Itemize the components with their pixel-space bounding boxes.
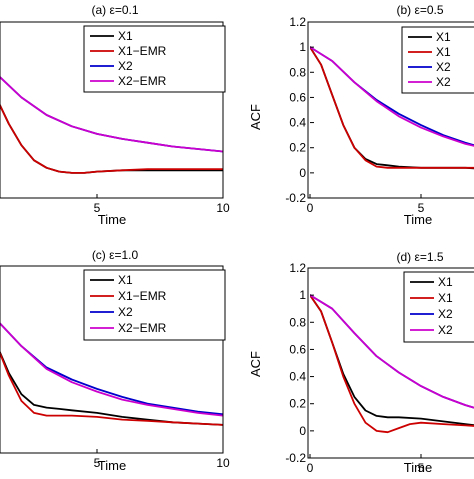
legend-label: X1−EMR <box>118 289 167 303</box>
x-tick-label: 5 <box>94 456 101 470</box>
x-ticks: 5 10 <box>94 449 230 470</box>
x-tick-label: 0 <box>307 201 314 215</box>
y-tick-label: 0.2 <box>289 397 306 411</box>
series-line-x2-emr <box>0 322 223 417</box>
y-tick-label: 0.2 <box>289 141 306 155</box>
y-tick-label: 0.6 <box>289 342 306 356</box>
y-tick-label: 1.2 <box>289 15 306 29</box>
x-axis-label: Time <box>98 212 126 227</box>
x-axis-label: Time <box>404 460 432 474</box>
y-tick-label: 0 <box>299 424 306 438</box>
x-tick-label: 10 <box>216 201 230 215</box>
legend-label: X1−EMR <box>118 44 167 58</box>
legend-label: X1 <box>118 29 133 43</box>
series-layer <box>310 46 474 170</box>
series-line-x2-emr <box>310 294 474 409</box>
panel-title: (d) ε=1.5 <box>396 250 443 264</box>
legend-label: X2 <box>436 60 451 74</box>
x-tick-label: 5 <box>418 461 425 474</box>
y-ticks: -0.2 0 0.2 0.4 0.6 0.8 1 1.2 <box>285 15 314 205</box>
plot-frame <box>307 21 474 199</box>
panel-title: (b) ε=0.5 <box>396 3 443 17</box>
series-line-x1-emr <box>310 294 474 434</box>
legend-label: X1 <box>438 291 453 305</box>
legend-label: X1 <box>436 45 451 59</box>
y-tick-label: -0.2 <box>285 191 306 205</box>
x-axis-label: Time <box>404 212 432 227</box>
legend: X1 X1−EMR X2 X2−EMR <box>83 269 226 341</box>
series-layer <box>0 75 223 174</box>
panel-title: (c) ε=1.0 <box>92 248 139 262</box>
y-tick-label: -0.2 <box>285 451 306 465</box>
legend-label: X2−EMR <box>118 74 167 88</box>
series-line-x1-emr <box>0 103 223 174</box>
plot-frame <box>0 265 224 454</box>
y-tick-label: 0.8 <box>289 315 306 329</box>
x-tick-label: 5 <box>418 201 425 215</box>
legend: X1 X1 X2 X2 <box>403 271 474 343</box>
y-axis-label: ACF <box>248 351 263 377</box>
legend-label: X2 <box>436 75 451 89</box>
legend-label: X2 <box>438 307 453 321</box>
legend-label: X2 <box>118 305 133 319</box>
series-line-x1-emr <box>310 46 474 169</box>
y-tick-label: 0.4 <box>289 370 306 384</box>
x-tick-label: 0 <box>307 461 314 474</box>
legend-label: X1 <box>118 273 133 287</box>
legend-label: X1 <box>436 30 451 44</box>
legend-label: X2 <box>438 323 453 337</box>
legend-label: X2 <box>118 59 133 73</box>
y-tick-label: 1 <box>299 40 306 54</box>
legend-label: X1 <box>438 275 453 289</box>
y-tick-label: 0.6 <box>289 90 306 104</box>
series-layer <box>310 294 474 434</box>
panel-title: (a) ε=0.1 <box>91 3 138 17</box>
y-tick-label: 1 <box>299 288 306 302</box>
y-tick-label: 0.4 <box>289 116 306 130</box>
x-axis-label: Time <box>98 458 126 473</box>
y-axis-label: ACF <box>248 104 263 130</box>
legend-label: X2−EMR <box>118 321 167 335</box>
y-ticks: -0.2 0 0.2 0.4 0.6 0.8 1 1.2 <box>285 261 314 465</box>
y-tick-label: 0 <box>299 166 306 180</box>
x-ticks: 5 10 <box>94 194 230 215</box>
plot-frame <box>307 267 474 459</box>
y-tick-label: 1.2 <box>289 261 306 275</box>
series-line-x2-emr <box>0 75 223 153</box>
x-tick-label: 5 <box>94 201 101 215</box>
x-tick-label: 10 <box>216 456 230 470</box>
y-tick-label: 0.8 <box>289 65 306 79</box>
plot-frame <box>0 21 224 199</box>
panel-c: (c) ε=1.0 5 10 Time X1 X1−EMR X2 X2−EMR <box>0 248 230 473</box>
series-line-x2-emr <box>310 46 474 147</box>
